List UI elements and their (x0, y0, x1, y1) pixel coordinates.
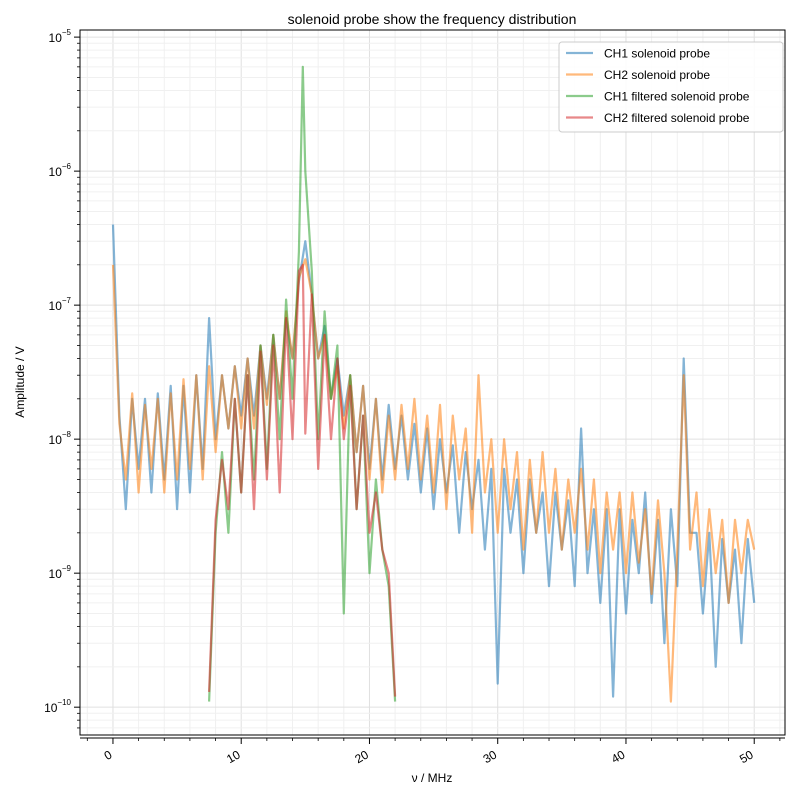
y-tick-label: 10−10 (44, 698, 71, 715)
x-tick-label: 30 (481, 747, 500, 766)
x-tick-label: 10 (224, 747, 243, 766)
legend-box (558, 41, 784, 133)
grid (80, 30, 785, 735)
legend-label: CH1 solenoid probe (604, 47, 710, 61)
y-tick-label: 10−7 (49, 296, 72, 313)
x-tick-label: 50 (737, 747, 756, 766)
series-lines (111, 65, 756, 703)
y-axis: 10−10 10−9 10−8 10−7 10−6 10−5 (44, 28, 80, 729)
y-axis-label: Amplitude / V (13, 346, 27, 417)
series-line-2 (111, 258, 756, 703)
y-tick-label: 10−8 (49, 430, 72, 447)
legend-label: CH2 filtered solenoid probe (604, 111, 750, 125)
y-tick-label: 10−9 (49, 564, 72, 581)
y-tick-label: 10−5 (49, 28, 72, 45)
x-tick-label: 20 (352, 747, 371, 766)
x-axis: 0 10 20 30 40 50 (80, 737, 785, 766)
legend-label: CH1 filtered solenoid probe (604, 90, 750, 104)
series-line-4 (208, 263, 397, 697)
x-tick-label: 0 (102, 747, 115, 763)
legend: CH1 solenoid probe CH2 solenoid probe CH1 … (558, 41, 784, 133)
plot-frame (79, 29, 786, 736)
y-tick-label: 10−6 (49, 162, 72, 179)
chart-title: solenoid probe show the frequency distri… (288, 11, 577, 27)
x-tick-label: 40 (609, 747, 628, 766)
x-axis-label: ν / MHz (412, 771, 453, 785)
series-line-1 (111, 224, 756, 698)
legend-label: CH2 solenoid probe (604, 68, 710, 82)
